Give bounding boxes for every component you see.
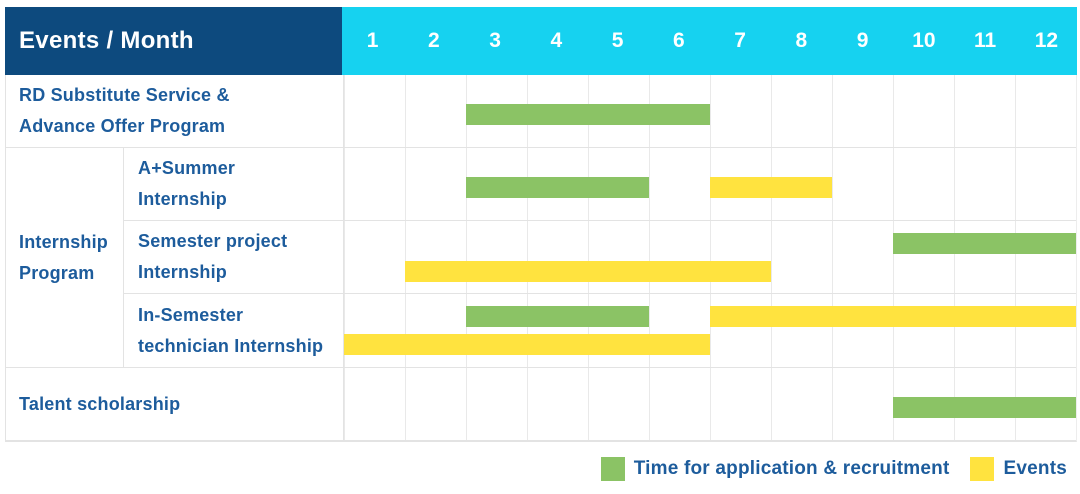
label-line: RD Substitute Service & (19, 85, 230, 105)
month-label: 8 (795, 29, 808, 52)
gantt-bar-recruitment (466, 306, 649, 327)
gantt-header-row: Events / Month 1 2 3 4 5 6 7 8 9 10 11 12 (5, 7, 1077, 75)
gantt-bar-recruitment (893, 397, 1076, 418)
gantt-table: Events / Month 1 2 3 4 5 6 7 8 9 10 11 12 RD Substi… (5, 7, 1077, 442)
month-label: 10 (912, 29, 936, 52)
page-title: Events / Month (19, 27, 194, 54)
gantt-row-chart-cell (343, 368, 1076, 441)
gantt-bar-recruitment (466, 177, 649, 198)
gantt-row-chart-cell (343, 148, 1076, 221)
gantt-bar-event (710, 177, 832, 198)
label-line: Internship (138, 189, 228, 209)
month-label: 7 (734, 29, 746, 52)
month-label: 2 (428, 29, 440, 52)
row-label-cell: Talent scholarship (6, 368, 343, 441)
row-label-cell: In-Semester technician Internship (124, 294, 343, 368)
legend-label-events: Events (1003, 458, 1067, 479)
month-label: 9 (856, 29, 869, 52)
gantt-bar-event (344, 334, 710, 355)
month-label: 6 (673, 29, 685, 52)
recruitment-swatch-icon (600, 457, 625, 481)
month-label: 11 (974, 29, 997, 52)
gantt-bar-event (710, 306, 1076, 327)
gantt-row-chart-cell (343, 75, 1076, 148)
legend-label-recruitment: Time for application & recruitment (633, 458, 950, 479)
label-line: A+Summer (138, 158, 236, 178)
label-line: In-Semester (138, 304, 244, 325)
events-month-header-cell: Events / Month (5, 7, 342, 75)
month-label: 3 (489, 29, 501, 52)
month-label: 4 (550, 29, 563, 52)
row-label-cell: A+Summer Internship (124, 148, 343, 221)
label-line: Advance Offer Program (19, 116, 226, 136)
label-line: Semester project (138, 231, 288, 251)
group-label-cell: Internship Program (6, 148, 124, 368)
gantt-bar-recruitment (466, 104, 710, 125)
legend-item-events: Events (970, 457, 1067, 481)
month-label: 12 (1034, 29, 1059, 52)
gantt-bar-recruitment (893, 233, 1076, 254)
gantt-row-chart-cell (343, 221, 1076, 294)
label-line: Internship (138, 262, 228, 282)
gantt-row-chart-cell (343, 294, 1076, 368)
label-line: Program (19, 262, 95, 283)
month-label: 1 (366, 29, 379, 52)
month-header: 1 2 3 4 5 6 7 8 9 10 11 12 (342, 7, 1077, 75)
label-line: technician Internship (138, 335, 324, 356)
events-swatch-icon (970, 457, 995, 481)
label-line: Internship (19, 231, 109, 252)
row-label-cell: Semester project Internship (124, 221, 343, 294)
month-label: 5 (611, 29, 624, 52)
legend: Time for application & recruitment Event… (600, 457, 1067, 481)
label-line: Talent scholarship (19, 393, 181, 414)
row-label-cell: RD Substitute Service & Advance Offer Pro… (6, 75, 343, 148)
legend-item-recruitment: Time for application & recruitment (600, 457, 950, 481)
gantt-bar-event (405, 261, 771, 282)
gantt-body: RD Substitute Service & Advance Offer Pro… (5, 75, 1077, 442)
